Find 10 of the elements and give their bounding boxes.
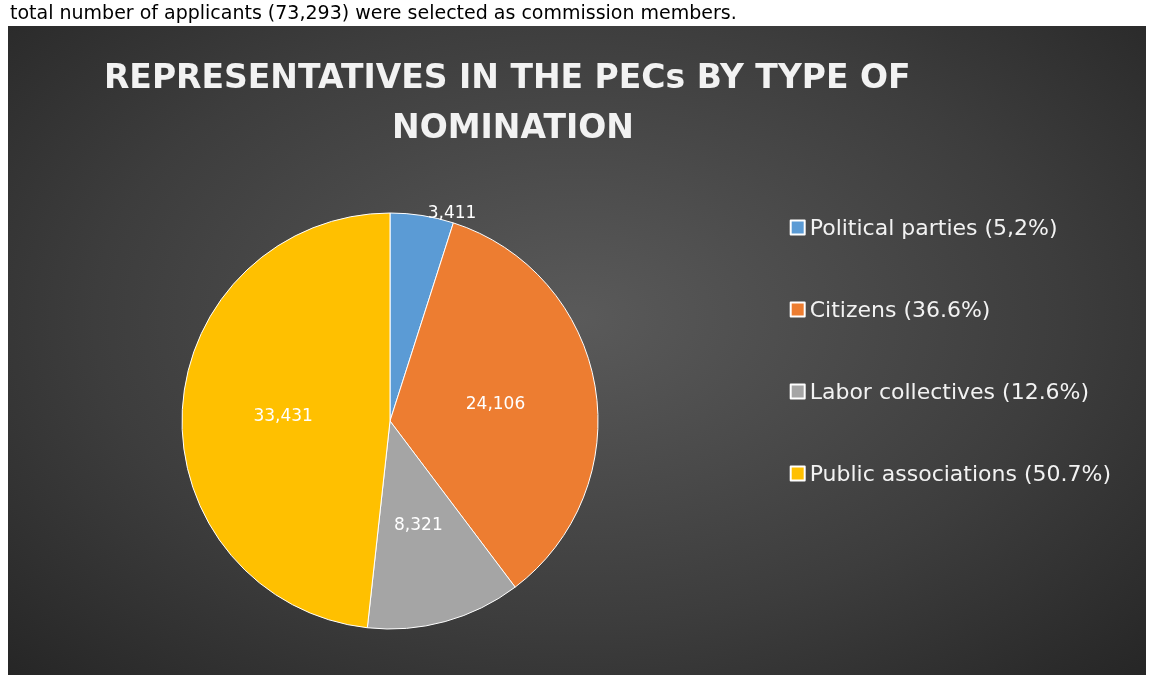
text: total number of applicants (73,293) were selected as commission members. xyxy=(10,0,737,24)
data-label: 33,431 xyxy=(253,405,313,426)
legend-label: Labor collectives (12.6%) xyxy=(809,379,1090,404)
legend-label: Political parties (5,2%) xyxy=(809,215,1058,240)
legend-label: Citizens (36.6%) xyxy=(809,297,991,322)
data-label: 24,106 xyxy=(465,393,526,414)
legend-label: Public associations (50.7%) xyxy=(809,461,1111,486)
data-label: 3,411 xyxy=(427,201,477,222)
chart-title: REPRESENTATIVES IN THE PECs BY TYPE OF NOMINATION xyxy=(103,56,923,146)
data-label: 8,321 xyxy=(394,514,443,535)
